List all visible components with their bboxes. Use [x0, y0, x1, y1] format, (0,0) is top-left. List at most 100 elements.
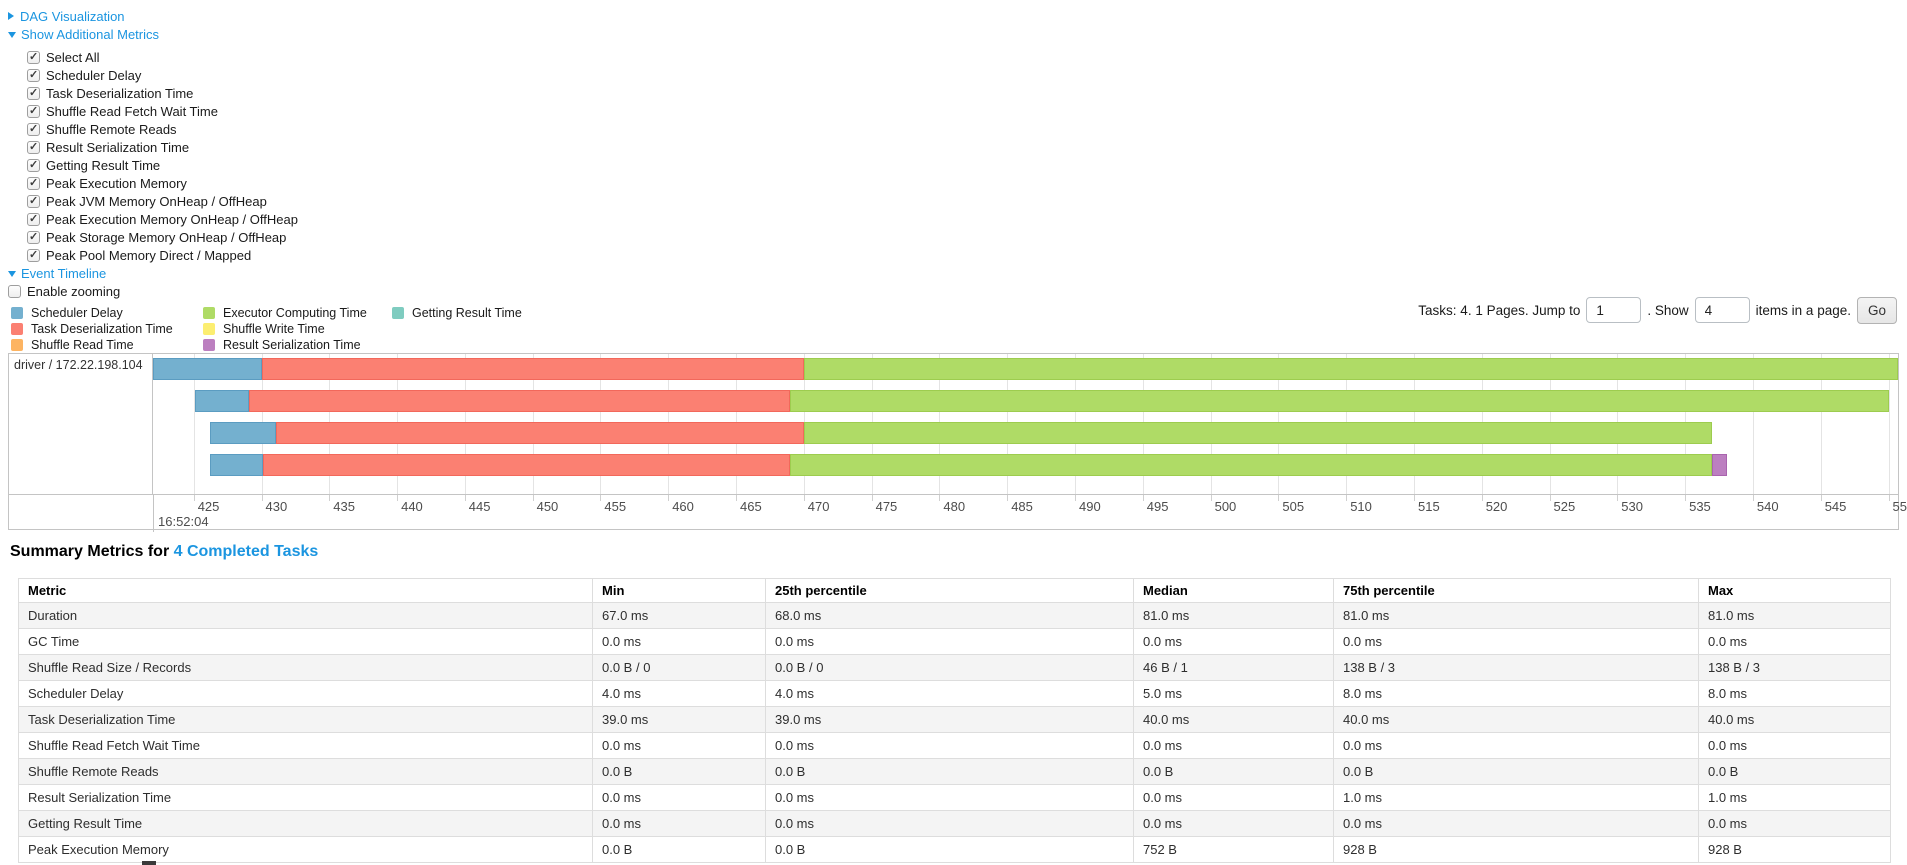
- axis-tick-mark: [939, 495, 941, 501]
- summary-metric-value: 68.0 ms: [765, 602, 1134, 629]
- show-additional-metrics-toggle[interactable]: Show Additional Metrics: [8, 25, 298, 43]
- metric-checkbox-item: Task Deserialization Time: [8, 84, 298, 102]
- summary-metric-value: 40.0 ms: [1698, 706, 1891, 733]
- metric-checkbox-label[interactable]: Result Serialization Time: [46, 139, 190, 155]
- metric-checkbox-label[interactable]: Getting Result Time: [46, 157, 161, 173]
- summary-heading-prefix: Summary Metrics for: [10, 543, 170, 560]
- result-serialization-swatch-icon: [203, 339, 215, 351]
- summary-metric-value: 0.0 ms: [1698, 732, 1891, 759]
- summary-metric-value: 0.0 ms: [1698, 628, 1891, 655]
- scheduler-delay-swatch-icon: [11, 307, 23, 319]
- axis-tick-mark: [1210, 495, 1212, 501]
- summary-column-header: Metric: [18, 578, 593, 603]
- summary-metric-name: Shuffle Read Fetch Wait Time: [18, 732, 593, 759]
- summary-metric-name: Shuffle Read Size / Records: [18, 654, 593, 681]
- metric-checkbox-label[interactable]: Peak Execution Memory OnHeap / OffHeap: [46, 211, 298, 227]
- metric-checkbox-label[interactable]: Peak JVM Memory OnHeap / OffHeap: [46, 193, 267, 209]
- event-timeline-toggle[interactable]: Event Timeline: [8, 264, 298, 282]
- items-per-page-label: items in a page.: [1755, 302, 1851, 318]
- jump-to-page-input[interactable]: [1586, 297, 1642, 323]
- summary-metric-value: 752 B: [1133, 836, 1334, 863]
- legend-item: Result Serialization Time: [203, 337, 367, 353]
- metric-checkbox-item: Select All: [8, 48, 298, 66]
- axis-tick-label: 425: [197, 499, 220, 514]
- axis-tick-mark: [1142, 495, 1144, 501]
- metric-checkbox-item: Peak Execution Memory OnHeap / OffHeap: [8, 210, 298, 228]
- dag-visualization-link[interactable]: DAG Visualization: [20, 8, 125, 24]
- axis-tick-mark: [1414, 495, 1415, 501]
- summary-metric-value: 5.0 ms: [1133, 680, 1334, 707]
- axis-tick-label: 500: [1214, 499, 1237, 514]
- summary-metric-value: 0.0 ms: [1333, 628, 1699, 655]
- timeline-segment-task-deserialization: [261, 358, 804, 380]
- summary-table-header-row: Metric Min 25th percentile Median 75th perce…: [18, 578, 1891, 603]
- summary-metric-value: 39.0 ms: [765, 706, 1134, 733]
- metric-checkbox[interactable]: [27, 248, 40, 262]
- go-button[interactable]: Go: [1856, 296, 1897, 324]
- metric-checkbox-label[interactable]: Task Deserialization Time: [46, 85, 194, 101]
- timeline-segment-scheduler-delay: [209, 422, 277, 444]
- metric-checkbox-item: Peak Storage Memory OnHeap / OffHeap: [8, 228, 298, 246]
- summary-metric-value: 0.0 ms: [1333, 810, 1699, 837]
- metric-checkbox[interactable]: [27, 230, 40, 244]
- getting-result-swatch-icon: [392, 307, 404, 319]
- axis-tick-label: 465: [740, 499, 762, 514]
- show-additional-metrics-link[interactable]: Show Additional Metrics: [21, 26, 160, 42]
- metric-checkbox-label[interactable]: Peak Storage Memory OnHeap / OffHeap: [46, 229, 287, 245]
- metric-checkbox[interactable]: [27, 50, 40, 64]
- completed-tasks-link[interactable]: 4 Completed Tasks: [173, 543, 319, 560]
- metric-checkbox-label[interactable]: Peak Execution Memory: [46, 175, 187, 191]
- metric-checkbox[interactable]: [27, 68, 40, 82]
- metric-checkbox-label[interactable]: Shuffle Read Fetch Wait Time: [46, 103, 218, 119]
- summary-table-row: GC Time 0.0 ms 0.0 ms 0.0 ms 0.0 ms 0.0 ms: [18, 628, 1891, 655]
- summary-metric-name: Result Serialization Time: [18, 784, 593, 811]
- metric-checkbox[interactable]: [27, 86, 40, 100]
- axis-tick-label: 450: [536, 499, 559, 514]
- timeline-gridline: [1888, 354, 1890, 494]
- summary-table-row: Getting Result Time 0.0 ms 0.0 ms 0.0 ms 0.0…: [18, 810, 1891, 837]
- summary-column-header: Max: [1698, 578, 1891, 603]
- axis-tick-mark: [193, 495, 195, 501]
- summary-metric-value: 0.0 ms: [1133, 732, 1334, 759]
- axis-tick-mark: [1481, 495, 1483, 501]
- axis-tick-label: 490: [1079, 499, 1101, 514]
- metric-checkbox[interactable]: [27, 104, 40, 118]
- event-timeline-link[interactable]: Event Timeline: [21, 265, 107, 281]
- summary-metrics-heading: Summary Metrics for 4 Completed Tasks: [10, 543, 318, 561]
- task-deserialization-swatch-icon: [11, 323, 23, 335]
- timeline-segment-result-serialization: [1712, 454, 1728, 476]
- timeline-executor-column: driver / 172.22.198.104: [9, 354, 153, 494]
- metric-checkbox-label[interactable]: Scheduler Delay: [46, 67, 142, 83]
- metric-checkbox[interactable]: [27, 140, 40, 154]
- page-size-input[interactable]: [1694, 297, 1750, 323]
- legend-item: Shuffle Write Time: [203, 321, 367, 337]
- summary-metric-value: 928 B: [1698, 836, 1891, 863]
- metric-checkbox[interactable]: [27, 122, 40, 136]
- axis-tick-mark: [1346, 495, 1348, 501]
- metric-checkbox-item: Scheduler Delay: [8, 66, 298, 84]
- summary-metric-value: 0.0 ms: [1133, 628, 1334, 655]
- summary-metric-value: 0.0 B: [765, 836, 1134, 863]
- timeline-segment-executor-computing: [803, 422, 1713, 444]
- axis-tick-label: 515: [1418, 499, 1440, 514]
- enable-zooming-checkbox[interactable]: [8, 284, 21, 298]
- axis-tick-mark: [1278, 495, 1280, 501]
- legend-item-label: Scheduler Delay: [31, 306, 123, 320]
- summary-metric-value: 0.0 ms: [1133, 810, 1334, 837]
- timeline-segment-task-deserialization: [249, 390, 791, 412]
- summary-metric-name: Task Deserialization Time: [18, 706, 593, 733]
- dag-visualization-toggle[interactable]: DAG Visualization: [8, 7, 298, 25]
- metric-checkbox[interactable]: [27, 212, 40, 226]
- axis-tick-mark: [871, 495, 873, 501]
- metric-checkbox[interactable]: [27, 158, 40, 172]
- summary-table-row: Shuffle Read Fetch Wait Time 0.0 ms 0.0 ms…: [18, 732, 1891, 759]
- metric-checkbox-label[interactable]: Shuffle Remote Reads: [46, 121, 177, 137]
- summary-metric-name: Getting Result Time: [18, 810, 593, 837]
- metric-checkbox-label[interactable]: Peak Pool Memory Direct / Mapped: [46, 247, 252, 263]
- metric-checkbox[interactable]: [27, 176, 40, 190]
- legend-item-label: Shuffle Read Time: [31, 338, 134, 352]
- metric-checkbox-label[interactable]: Select All: [46, 49, 100, 65]
- metric-checkbox[interactable]: [27, 194, 40, 208]
- axis-tick-label: 545: [1824, 499, 1847, 514]
